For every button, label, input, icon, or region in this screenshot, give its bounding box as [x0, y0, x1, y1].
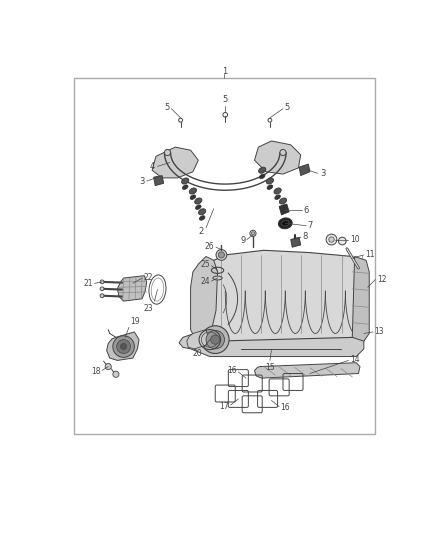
Text: 16: 16: [227, 366, 237, 375]
Polygon shape: [206, 251, 364, 341]
Polygon shape: [179, 334, 364, 357]
Polygon shape: [154, 175, 164, 185]
Circle shape: [250, 230, 256, 237]
Text: 11: 11: [365, 251, 375, 260]
Polygon shape: [299, 164, 310, 175]
Ellipse shape: [190, 195, 196, 199]
Text: 7: 7: [307, 221, 313, 230]
Circle shape: [113, 336, 134, 357]
Circle shape: [120, 343, 127, 350]
Text: 23: 23: [143, 304, 153, 313]
Text: 21: 21: [83, 279, 93, 288]
Polygon shape: [191, 256, 218, 341]
Ellipse shape: [259, 174, 265, 179]
Ellipse shape: [182, 185, 188, 189]
Ellipse shape: [182, 178, 189, 184]
Ellipse shape: [199, 216, 205, 220]
Circle shape: [329, 237, 334, 242]
Polygon shape: [107, 332, 139, 360]
Ellipse shape: [280, 205, 286, 209]
Polygon shape: [291, 237, 301, 247]
Ellipse shape: [282, 221, 289, 226]
Text: 10: 10: [350, 235, 360, 244]
Polygon shape: [187, 329, 208, 349]
Text: 22: 22: [144, 273, 153, 282]
Circle shape: [206, 330, 224, 349]
Bar: [74, 78, 374, 433]
Text: 15: 15: [265, 363, 275, 372]
Text: 8: 8: [302, 232, 307, 241]
Ellipse shape: [195, 205, 201, 209]
Ellipse shape: [189, 188, 197, 194]
Text: 3: 3: [320, 169, 325, 178]
Ellipse shape: [279, 198, 286, 204]
Text: 24: 24: [200, 277, 210, 286]
Text: 3: 3: [139, 176, 145, 185]
Circle shape: [211, 335, 220, 344]
Text: 2: 2: [198, 227, 204, 236]
Circle shape: [117, 340, 131, 353]
Circle shape: [100, 280, 104, 284]
Polygon shape: [254, 141, 301, 174]
Text: 13: 13: [374, 327, 384, 336]
Circle shape: [100, 287, 104, 290]
Text: 16: 16: [281, 403, 290, 412]
Ellipse shape: [213, 276, 222, 280]
Text: 25: 25: [200, 260, 210, 269]
Circle shape: [105, 364, 111, 370]
Circle shape: [339, 237, 346, 245]
Text: 4: 4: [150, 162, 155, 171]
Polygon shape: [117, 276, 147, 301]
Text: 17: 17: [219, 402, 229, 411]
Ellipse shape: [275, 195, 280, 199]
Text: 18: 18: [91, 367, 100, 376]
Circle shape: [216, 249, 227, 260]
Ellipse shape: [274, 188, 281, 194]
Text: 26: 26: [205, 242, 215, 251]
Circle shape: [113, 371, 119, 377]
Ellipse shape: [267, 185, 273, 189]
Text: 5: 5: [285, 102, 290, 111]
Ellipse shape: [266, 178, 273, 184]
Circle shape: [164, 149, 170, 156]
Text: 6: 6: [304, 206, 309, 215]
Polygon shape: [279, 204, 289, 215]
Polygon shape: [254, 363, 360, 378]
Circle shape: [201, 326, 229, 353]
Polygon shape: [352, 256, 369, 341]
Ellipse shape: [198, 209, 206, 215]
Circle shape: [326, 234, 337, 245]
Text: 14: 14: [350, 355, 360, 364]
Text: 9: 9: [240, 236, 245, 245]
Polygon shape: [152, 147, 198, 178]
Circle shape: [218, 252, 225, 258]
Ellipse shape: [258, 167, 266, 173]
Text: 20: 20: [193, 349, 202, 358]
Circle shape: [100, 294, 104, 297]
Text: 5: 5: [165, 102, 170, 111]
Circle shape: [280, 149, 286, 156]
Ellipse shape: [279, 218, 292, 229]
Text: 12: 12: [377, 275, 386, 284]
Circle shape: [251, 232, 254, 235]
Text: 5: 5: [223, 95, 228, 104]
Text: 19: 19: [130, 317, 139, 326]
Ellipse shape: [195, 198, 202, 204]
Text: 1: 1: [222, 67, 227, 76]
